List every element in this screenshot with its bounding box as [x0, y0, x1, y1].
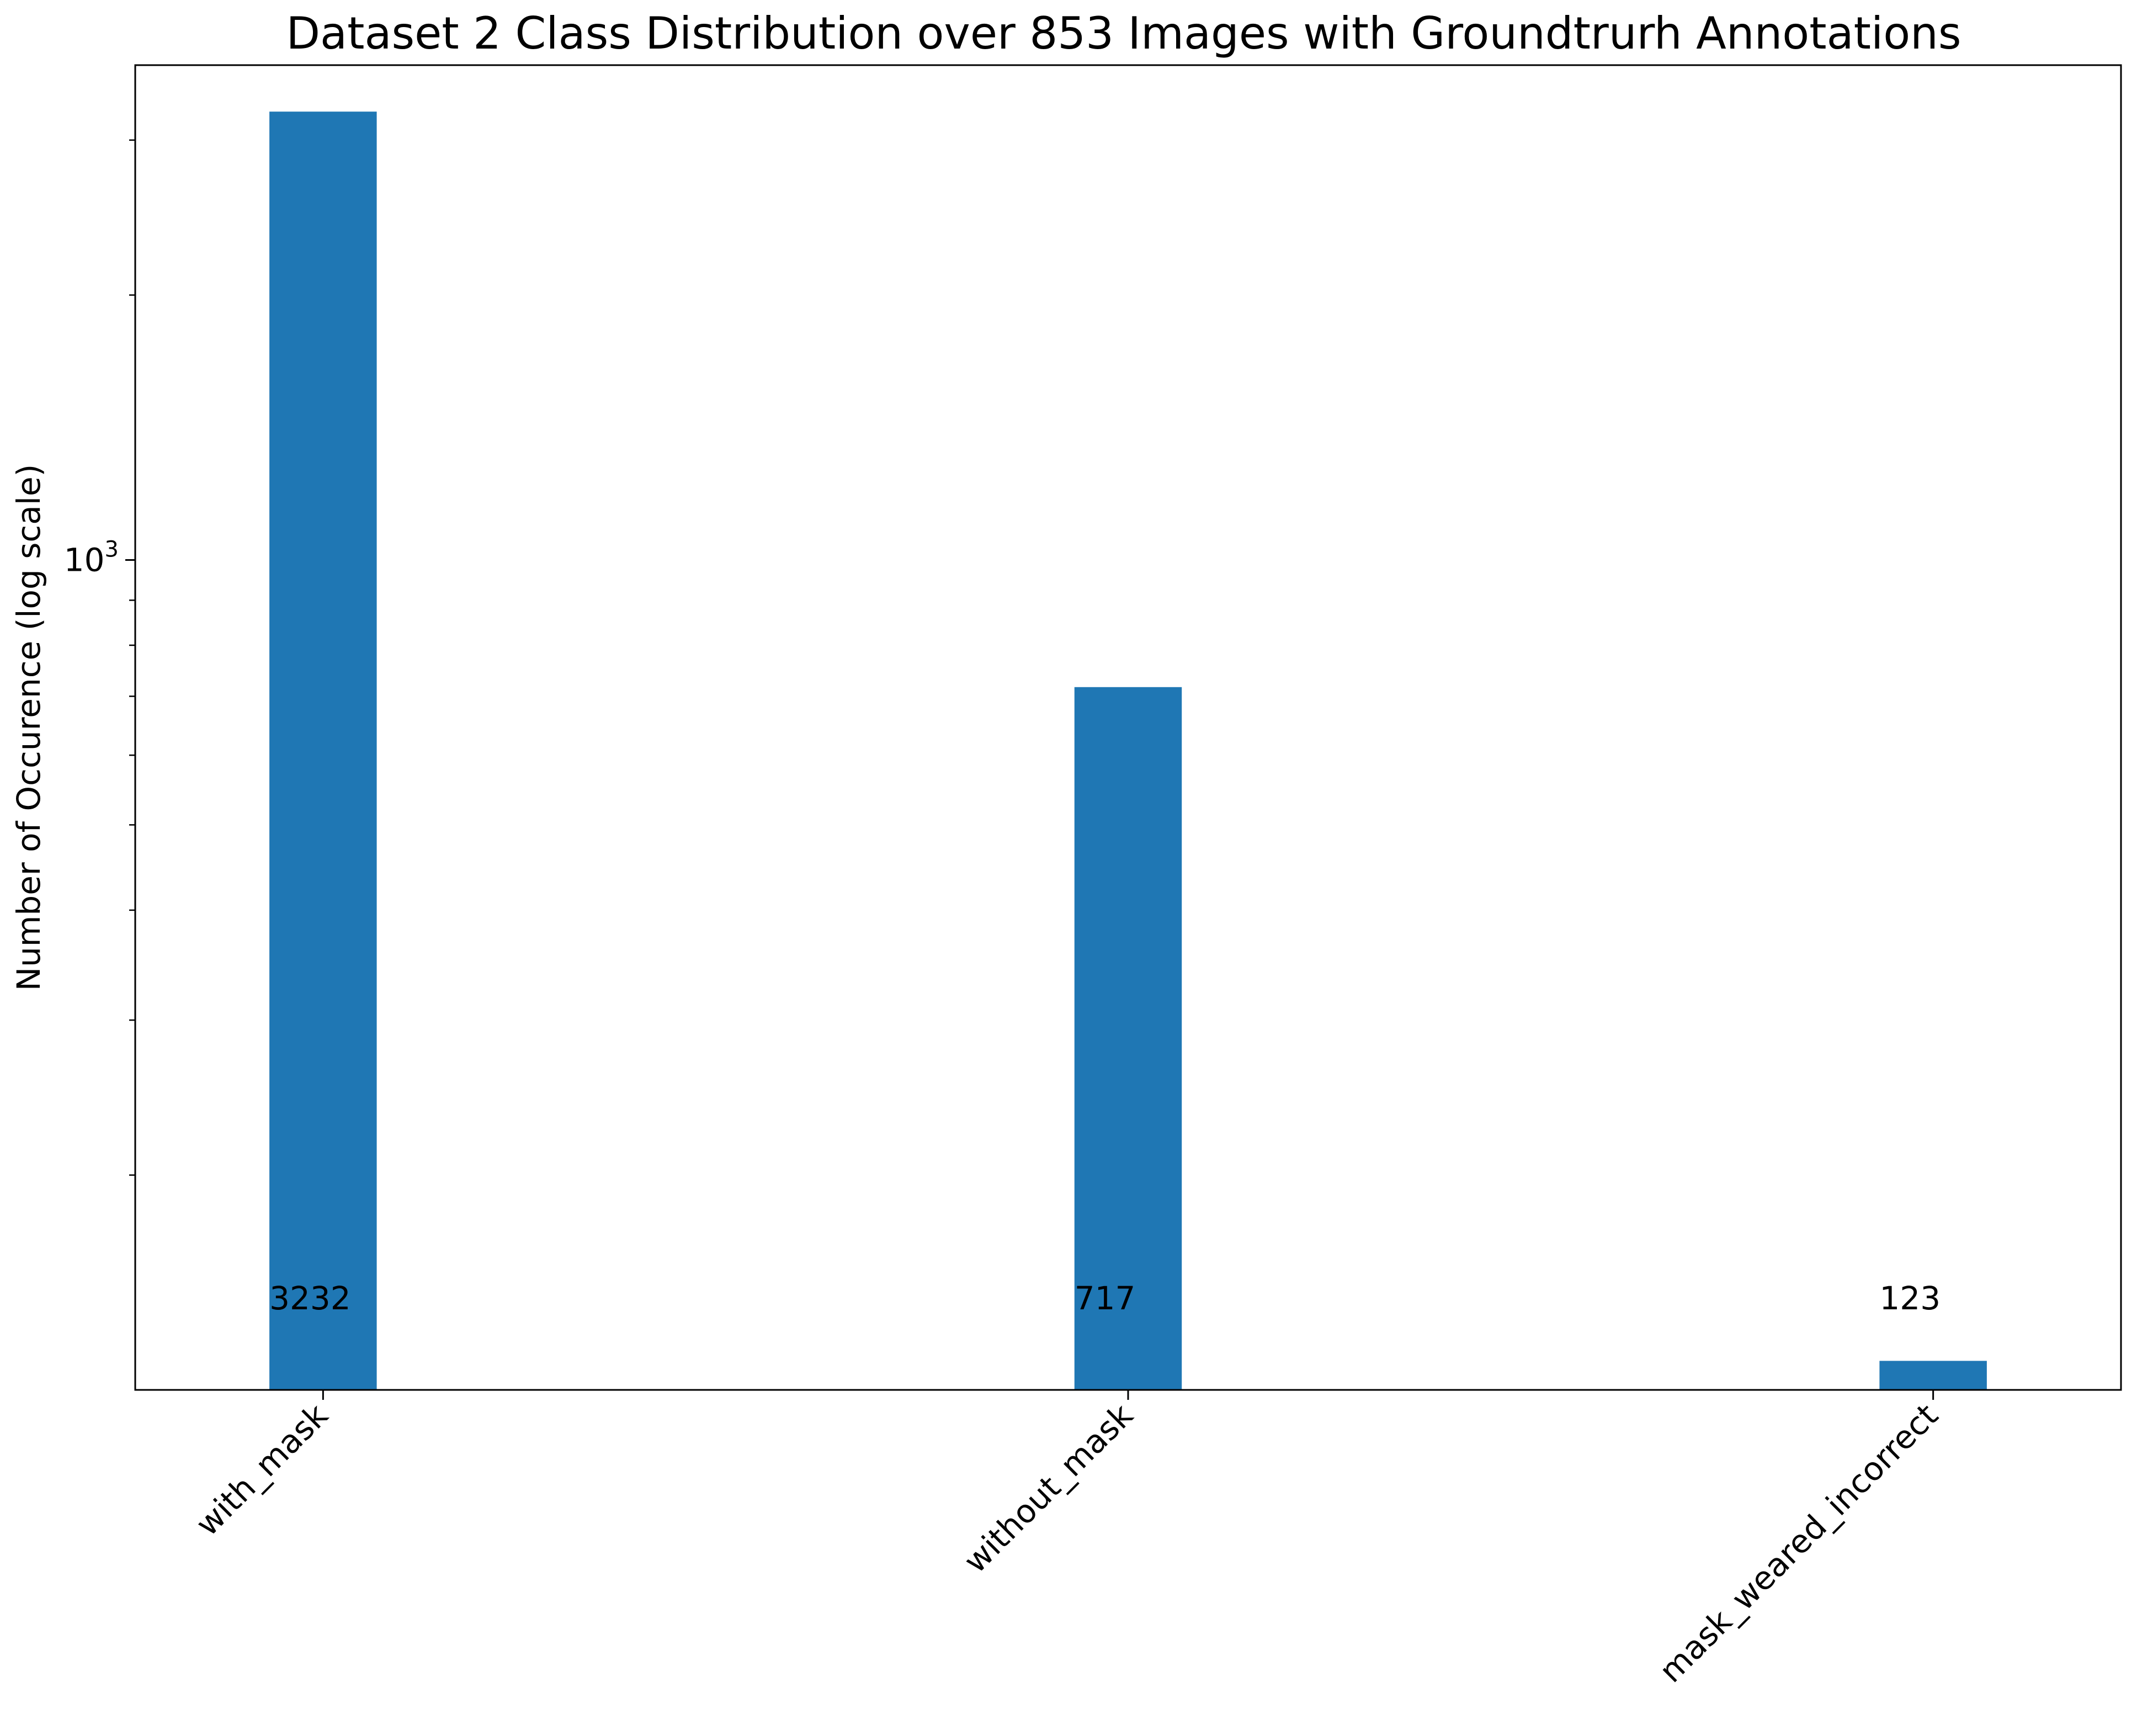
data-label-with-mask: 3232: [269, 1280, 351, 1317]
chart-title: Dataset 2 Class Distribution over 853 Im…: [286, 8, 1961, 59]
bar-mask-weared-incorrect: [1879, 1361, 1987, 1390]
y-ticks-layer: 103: [64, 139, 135, 1176]
bar-without-mask: [1074, 687, 1182, 1390]
data-label-without-mask: 717: [1075, 1280, 1136, 1317]
plot-frame: [134, 64, 2122, 1391]
data-label-mask-weared-incorrect: 123: [1879, 1280, 1941, 1317]
bar-with-mask: [269, 112, 377, 1390]
y-tick-label: 103: [64, 537, 119, 578]
x-tick-label-mask-weared-incorrect: mask_weared_incorrect: [1652, 1397, 1945, 1690]
x-tick-label-without-mask: without_mask: [956, 1397, 1140, 1580]
bars-layer: [269, 112, 1987, 1390]
y-axis-label: Number of Occurence (log scale): [10, 464, 47, 991]
x-tick-label-with-mask: with_mask: [188, 1397, 335, 1543]
x-ticks-layer: with_mask without_mask mask_weared_incorre…: [188, 1390, 1945, 1690]
data-labels-layer: 3232 717 123: [269, 1280, 1941, 1317]
